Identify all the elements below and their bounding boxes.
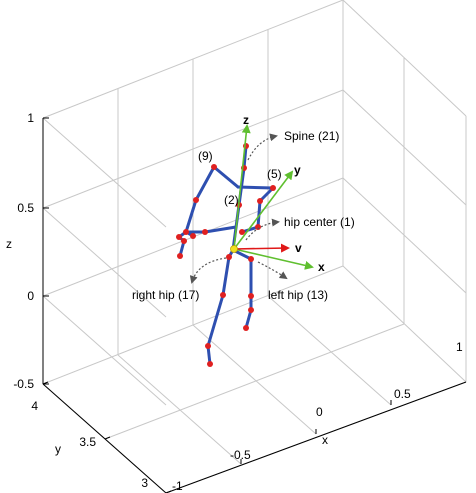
joint-marker <box>248 293 254 299</box>
hip-center-pointer <box>245 218 280 241</box>
y-tick-labels: 4 3.5 3 <box>31 399 148 490</box>
spine-annotation: Spine (21) <box>284 129 339 143</box>
z-tick-label: 1 <box>27 111 34 125</box>
left-leg-bone <box>231 248 253 330</box>
joint-marker <box>211 164 217 170</box>
z-tick-label: 0.5 <box>17 201 34 215</box>
joint-marker <box>190 233 196 239</box>
joint-marker <box>205 343 211 349</box>
joint-marker <box>239 229 245 235</box>
right-hip-pointer <box>189 257 227 284</box>
joint-marker <box>202 229 208 235</box>
y-tick-label: 3 <box>141 476 148 490</box>
joint-label-5: (5) <box>267 167 282 181</box>
hip-center-annotation: hip center (1) <box>284 215 355 229</box>
joint-marker <box>248 307 254 313</box>
local-frame-vectors <box>233 124 314 270</box>
joint-marker <box>207 361 213 367</box>
y-vector-arrow <box>233 170 294 250</box>
joint-marker <box>226 254 232 260</box>
joint-marker <box>243 325 249 331</box>
right-leg-bone <box>206 248 235 366</box>
left-hip-annotation: left hip (13) <box>268 288 328 302</box>
joint-marker <box>220 292 226 298</box>
y-tick-label: 4 <box>31 399 38 413</box>
x-axis-label: x <box>322 433 328 447</box>
joint-label-2: (2) <box>224 193 239 207</box>
joint-marker <box>270 185 276 191</box>
right-hip-annotation: right hip (17) <box>132 288 199 302</box>
joint-marker <box>181 238 187 244</box>
x-vector-arrow <box>233 248 314 270</box>
z-tick-label: -0.5 <box>13 377 34 391</box>
x-tick-label: -0.5 <box>230 448 251 462</box>
joint-marker <box>183 229 189 235</box>
axis-frame <box>42 117 467 493</box>
joint-marker <box>176 234 182 240</box>
x-tick-label: 0 <box>316 405 323 419</box>
joint-marker <box>257 198 263 204</box>
grid-lines <box>42 0 467 493</box>
y-axis-label: y <box>55 442 61 456</box>
joint-marker <box>255 224 261 230</box>
joint-marker <box>193 197 199 203</box>
z-vector-label: z <box>243 113 249 127</box>
y-tick-label: 3.5 <box>79 435 96 449</box>
hip-center-marker <box>230 245 238 253</box>
z-axis-label: z <box>6 237 12 251</box>
x-tick-label: 1 <box>456 340 463 354</box>
y-vector-label: y <box>294 163 301 177</box>
v-vector-label: v <box>295 241 302 255</box>
joint-label-9: (9) <box>198 149 213 163</box>
z-tick-label: 0 <box>27 289 34 303</box>
left-hip-pointer <box>257 261 288 280</box>
spine-pointer <box>247 133 278 161</box>
x-vector-label: x <box>318 260 325 274</box>
v-vector-arrow <box>233 243 290 253</box>
right-arm-bone <box>184 165 240 234</box>
annotation-arrows <box>189 133 288 284</box>
z-vector-arrow <box>233 124 251 250</box>
joint-marker <box>248 256 254 262</box>
joint-marker <box>177 253 183 259</box>
x-tick-label: 0.5 <box>394 387 411 401</box>
z-tick-labels: 1 0.5 0 -0.5 <box>13 111 34 391</box>
x-tick-labels: -1 -0.5 0 0.5 1 <box>172 340 463 493</box>
x-tick-label: -1 <box>172 479 183 493</box>
right-hand-bone <box>177 230 188 258</box>
